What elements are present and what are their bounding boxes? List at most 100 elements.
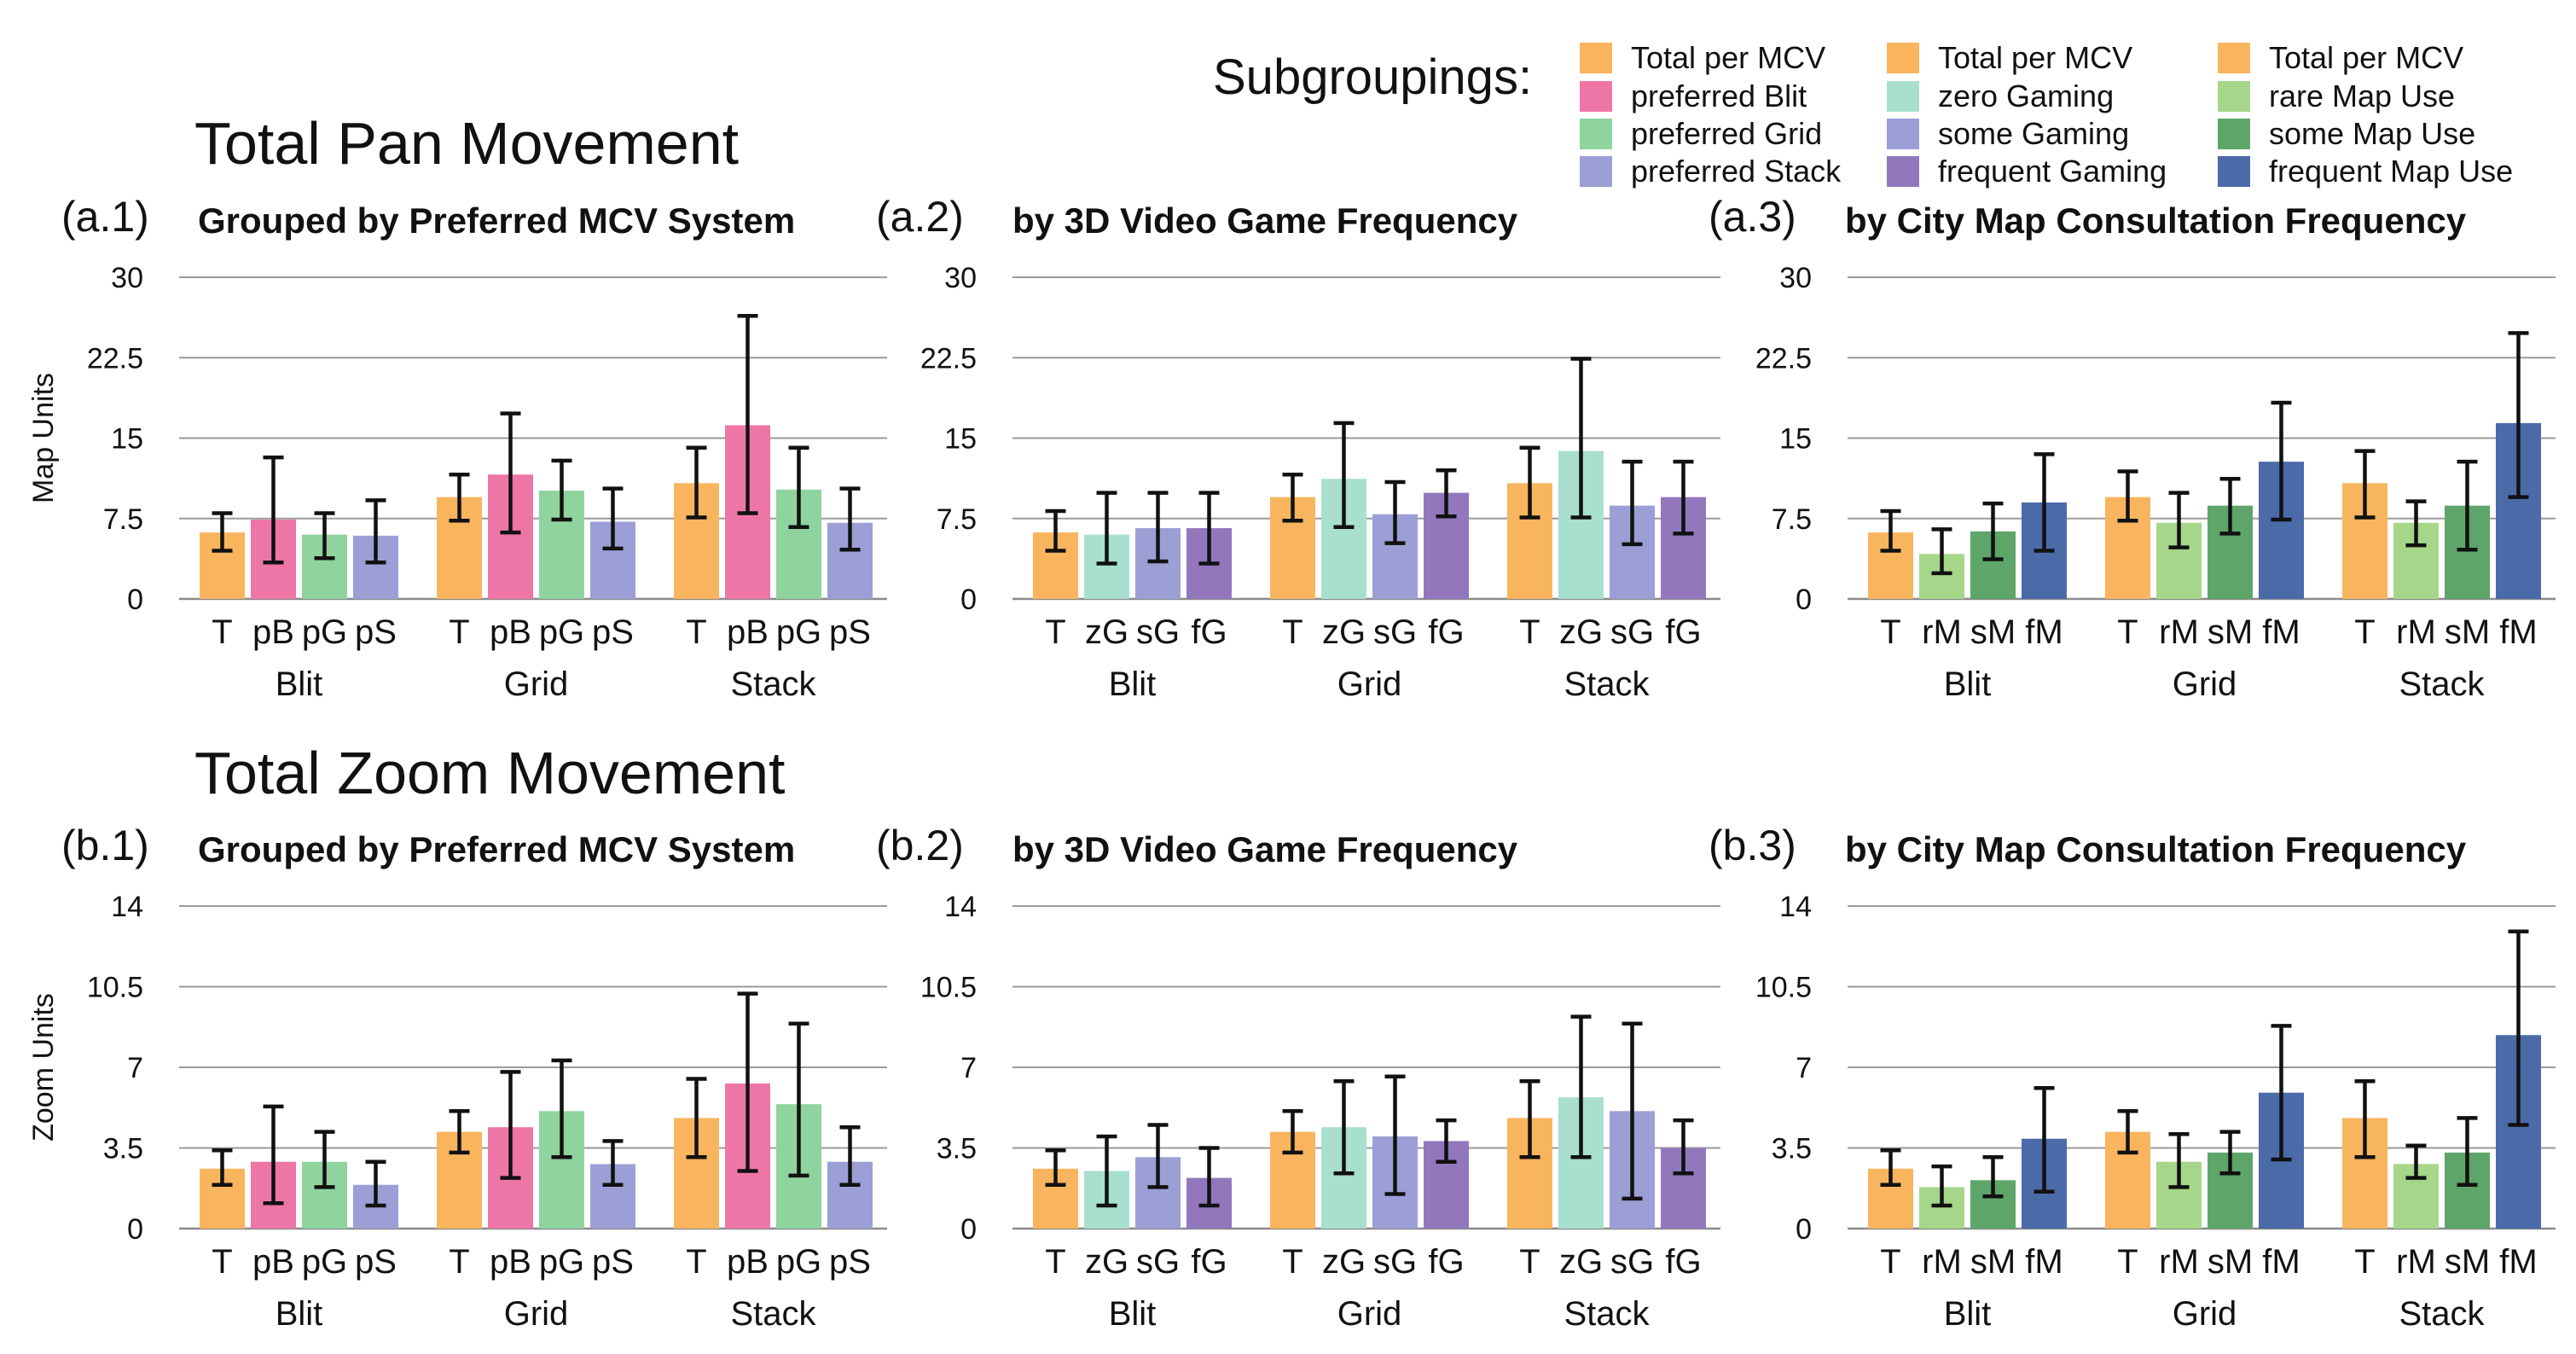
group-label-a2-blit: Blit <box>1109 665 1157 703</box>
category-label-a3-grid-rM: rM <box>2159 613 2199 651</box>
category-label-b1-blit-T: T <box>212 1243 232 1281</box>
group-label-a2-stack: Stack <box>1564 665 1650 703</box>
ytick-a1-1: 7.5 <box>103 503 143 536</box>
category-label-a2-blit-sG: sG <box>1136 613 1180 651</box>
category-label-a3-blit-T: T <box>1880 613 1900 651</box>
category-label-a1-stack-pG: pG <box>776 613 821 651</box>
pan-section-title: Total Pan Movement <box>194 110 739 177</box>
category-label-b2-stack-T: T <box>1519 1243 1540 1281</box>
category-label-b2-grid-T: T <box>1282 1243 1303 1281</box>
panel-title-b2: by 3D Video Game Frequency <box>1012 829 1518 869</box>
ytick-a2-1: 7.5 <box>937 503 977 536</box>
group-label-a1-grid: Grid <box>504 665 569 703</box>
category-label-b1-stack-pS: pS <box>829 1243 871 1281</box>
category-label-a2-blit-zG: zG <box>1085 613 1128 651</box>
category-label-b2-grid-fG: fG <box>1428 1243 1464 1281</box>
panel-title-b3: by City Map Consultation Frequency <box>1845 829 2467 869</box>
category-label-a2-stack-zG: zG <box>1559 613 1603 651</box>
ylabel-a1: Map Units <box>27 373 60 503</box>
panel-title-a2: by 3D Video Game Frequency <box>1012 200 1518 241</box>
group-label-b1-blit: Blit <box>276 1295 323 1333</box>
ytick-b1-2: 7 <box>127 1052 143 1084</box>
ytick-a2-2: 15 <box>944 423 977 456</box>
ytick-b2-4: 14 <box>944 891 977 923</box>
ytick-a2-3: 22.5 <box>920 342 977 375</box>
legend: Subgroupings: Total per MCV preferred Bl… <box>1213 40 2513 189</box>
legend-label-0-3: preferred Stack <box>1631 154 1842 189</box>
group-label-a1-blit: Blit <box>276 665 323 703</box>
panel-label-a2: (a.2) <box>876 193 964 241</box>
legend-swatch-2-1 <box>2218 81 2250 112</box>
zoom-section-title: Total Zoom Movement <box>194 740 785 806</box>
category-label-b3-stack-rM: rM <box>2396 1243 2436 1281</box>
category-label-a1-grid-T: T <box>449 613 469 651</box>
legend-label-0-1: preferred Blit <box>1631 78 1807 113</box>
ytick-b1-1: 3.5 <box>103 1133 143 1165</box>
group-label-a2-grid: Grid <box>1337 665 1402 703</box>
panel-title-b1: Grouped by Preferred MCV System <box>198 829 795 869</box>
category-label-a3-grid-T: T <box>2117 613 2138 651</box>
category-label-a3-stack-T: T <box>2354 613 2375 651</box>
category-label-a1-stack-T: T <box>686 613 706 651</box>
legend-label-1-3: frequent Gaming <box>1938 154 2167 189</box>
category-label-b3-stack-sM: sM <box>2445 1243 2490 1281</box>
category-label-b1-grid-pG: pG <box>539 1243 584 1281</box>
category-label-a3-grid-fM: fM <box>2262 613 2300 651</box>
category-label-a2-grid-fG: fG <box>1428 613 1464 651</box>
category-label-a2-grid-zG: zG <box>1322 613 1366 651</box>
category-label-b2-stack-sG: sG <box>1610 1243 1654 1281</box>
group-label-a3-blit: Blit <box>1944 665 1992 703</box>
ytick-a3-0: 0 <box>1796 584 1812 616</box>
panel-label-b1: (b.1) <box>61 822 149 869</box>
category-label-b3-stack-fM: fM <box>2499 1243 2537 1281</box>
legend-label-0-2: preferred Grid <box>1631 116 1822 151</box>
category-label-a1-blit-pB: pB <box>252 613 294 651</box>
legend-label-2-3: frequent Map Use <box>2269 154 2513 189</box>
ylabel-b1: Zoom Units <box>27 993 60 1142</box>
category-label-a2-stack-fG: fG <box>1665 613 1701 651</box>
legend-swatch-1-0 <box>1887 43 1919 73</box>
group-label-b2-blit: Blit <box>1109 1295 1157 1333</box>
ytick-b1-3: 10.5 <box>87 972 143 1004</box>
legend-swatch-0-1 <box>1580 81 1612 112</box>
category-label-b2-blit-sG: sG <box>1136 1243 1180 1281</box>
category-label-b1-grid-T: T <box>449 1243 469 1281</box>
category-label-b1-grid-pB: pB <box>490 1243 531 1281</box>
category-label-a1-blit-T: T <box>212 613 232 651</box>
category-label-b3-blit-T: T <box>1880 1243 1900 1281</box>
group-label-b2-stack: Stack <box>1564 1295 1650 1333</box>
ytick-b3-1: 3.5 <box>1772 1133 1812 1165</box>
category-label-b2-blit-T: T <box>1045 1243 1065 1281</box>
category-label-a2-stack-sG: sG <box>1610 613 1654 651</box>
chart-b3: (b.3) by City Map Consultation Frequency 0… <box>1709 822 2556 1333</box>
ytick-b3-2: 7 <box>1796 1052 1812 1084</box>
category-label-b1-stack-pB: pB <box>727 1243 769 1281</box>
ytick-b3-0: 0 <box>1796 1213 1812 1246</box>
legend-label-1-1: zero Gaming <box>1938 78 2114 113</box>
category-label-a2-stack-T: T <box>1519 613 1540 651</box>
legend-label-0-0: Total per MCV <box>1631 40 1825 75</box>
category-label-b3-blit-sM: sM <box>1970 1243 2016 1281</box>
group-label-b1-stack: Stack <box>730 1295 816 1333</box>
category-label-b3-grid-fM: fM <box>2262 1243 2300 1281</box>
legend-swatch-1-3 <box>1887 156 1919 187</box>
category-label-b3-blit-rM: rM <box>1922 1243 1962 1281</box>
category-label-b1-blit-pB: pB <box>252 1243 294 1281</box>
ytick-a3-3: 22.5 <box>1755 342 1812 375</box>
category-label-a1-blit-pG: pG <box>302 613 347 651</box>
category-label-a1-grid-pB: pB <box>490 613 531 651</box>
group-label-b2-grid: Grid <box>1337 1295 1402 1333</box>
category-label-b1-grid-pS: pS <box>592 1243 634 1281</box>
panel-label-a1: (a.1) <box>61 193 149 241</box>
ytick-b2-2: 7 <box>960 1052 977 1084</box>
legend-label-1-2: some Gaming <box>1938 116 2129 151</box>
legend-label-2-1: rare Map Use <box>2269 78 2455 113</box>
ytick-b2-3: 10.5 <box>920 972 977 1004</box>
category-label-b3-grid-rM: rM <box>2159 1243 2199 1281</box>
legend-label-2-0: Total per MCV <box>2269 40 2463 75</box>
ytick-a2-4: 30 <box>944 262 977 294</box>
category-label-b2-blit-zG: zG <box>1085 1243 1128 1281</box>
ytick-b2-0: 0 <box>960 1213 977 1246</box>
chart-b1: (b.1) Grouped by Preferred MCV System 0 3.5… <box>27 822 887 1333</box>
